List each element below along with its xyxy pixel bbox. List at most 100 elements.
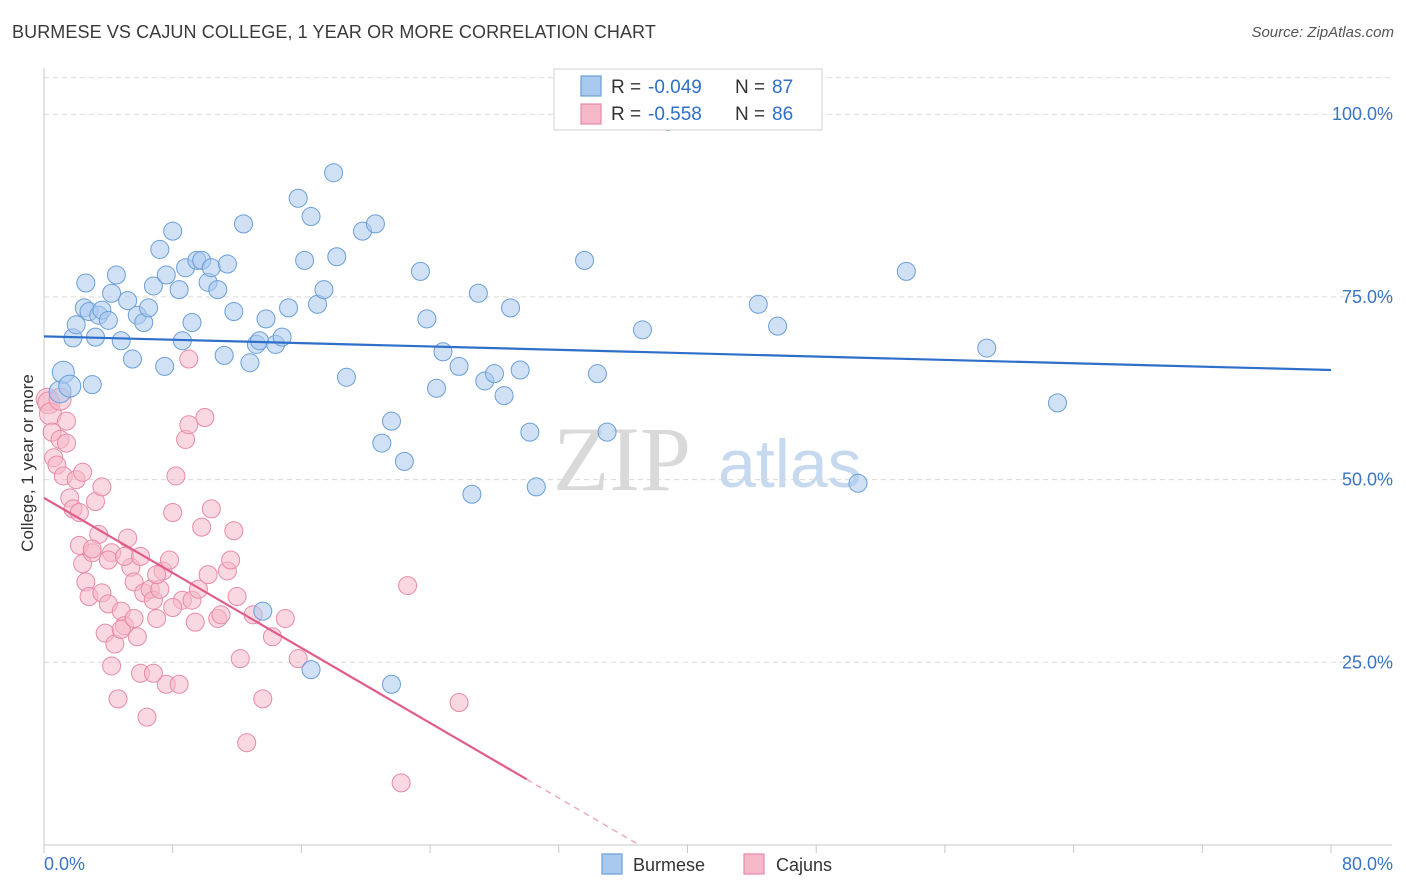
burmese-point: [301, 207, 321, 227]
burmese-point: [327, 247, 347, 267]
cajuns-point: [163, 598, 183, 618]
burmese-point: [233, 214, 253, 234]
burmese-point: [748, 294, 768, 314]
burmese-point: [494, 386, 514, 406]
burmese-point: [122, 349, 142, 369]
cajuns-point: [398, 576, 418, 596]
cajuns-point: [111, 619, 131, 639]
cajuns-point: [163, 503, 183, 523]
cajuns-points: [35, 349, 469, 793]
trend-lines: [43, 335, 1332, 846]
x-tick-label-min: 0.0%: [44, 854, 85, 874]
burmese-point: [896, 261, 916, 281]
burmese-point: [139, 298, 159, 318]
cajuns-point: [211, 605, 231, 625]
burmese-point: [768, 316, 788, 336]
burmese-point: [182, 313, 202, 333]
burmese-point: [98, 310, 118, 330]
burmese-point: [102, 283, 122, 303]
stats-legend: R = -0.049 N = 87 R = -0.558 N = 86: [553, 68, 823, 131]
cajuns-point: [288, 649, 308, 669]
cajuns-point: [449, 693, 469, 713]
burmese-point: [575, 250, 595, 270]
burmese-points: [48, 104, 1068, 694]
burmese-point: [143, 276, 163, 296]
axes: [43, 68, 1392, 853]
burmese-point: [82, 375, 102, 395]
burmese-r-value: -0.049: [648, 77, 702, 98]
burmese-point: [76, 273, 96, 293]
burmese-swatch: [580, 75, 602, 97]
burmese-point: [253, 601, 273, 621]
burmese-point: [201, 258, 221, 278]
burmese-point: [118, 291, 138, 311]
cajuns-swatch: [580, 103, 602, 125]
burmese-point: [224, 302, 244, 322]
cajuns-point: [166, 466, 186, 486]
burmese-point: [433, 342, 453, 362]
cajuns-trend-line: [43, 496, 528, 781]
burmese-point: [372, 433, 392, 453]
cajuns-point: [118, 528, 138, 548]
burmese-point: [417, 309, 437, 329]
series-legend: Burmese Cajuns: [601, 853, 832, 875]
burmese-point: [106, 265, 126, 285]
burmese-point: [111, 331, 131, 351]
watermark-atlas: atlas: [718, 426, 862, 502]
cajuns-point: [98, 550, 118, 570]
burmese-r-label: R =: [611, 77, 641, 98]
burmese-point: [295, 250, 315, 270]
cajuns-n-value: 86: [772, 104, 793, 125]
cajuns-point: [57, 433, 77, 453]
burmese-point: [314, 280, 334, 300]
cajuns-point: [114, 546, 134, 566]
burmese-point: [324, 163, 344, 183]
y-tick-label: 25.0%: [1342, 652, 1393, 672]
cajuns-point: [237, 733, 257, 753]
cajuns-n-label: N =: [735, 104, 765, 125]
cajuns-point: [143, 663, 163, 683]
cajuns-point: [147, 565, 167, 585]
burmese-point: [410, 261, 430, 281]
cajuns-point: [230, 649, 250, 669]
burmese-point: [156, 265, 176, 285]
y-tick-label: 75.0%: [1342, 287, 1393, 307]
burmese-point: [381, 674, 401, 694]
cajuns-point: [92, 477, 112, 497]
cajuns-r-value: -0.558: [648, 104, 702, 125]
legend-cajuns-label: Cajuns: [776, 855, 832, 875]
burmese-trend-line: [43, 335, 1332, 372]
burmese-point: [155, 356, 175, 376]
burmese-point: [163, 221, 183, 241]
watermark: ZIP atlas: [553, 408, 862, 510]
cajuns-point: [102, 656, 122, 676]
burmese-n-label: N =: [735, 77, 765, 98]
burmese-point: [449, 356, 469, 376]
cajuns-point: [253, 689, 273, 709]
burmese-point: [587, 364, 607, 384]
source-label: Source: ZipAtlas.com: [1251, 24, 1394, 41]
burmese-point: [336, 367, 356, 387]
burmese-point: [520, 422, 540, 442]
burmese-point: [632, 320, 652, 340]
legend-burmese-swatch: [601, 853, 623, 875]
cajuns-point: [159, 550, 179, 570]
cajuns-point: [127, 627, 147, 647]
burmese-point: [468, 283, 488, 303]
cajuns-point: [224, 521, 244, 541]
burmese-point: [58, 374, 82, 398]
burmese-point: [217, 254, 237, 274]
cajuns-point: [192, 517, 212, 537]
burmese-point: [848, 473, 868, 493]
cajuns-point: [147, 608, 167, 628]
cajuns-point: [137, 707, 157, 727]
cajuns-point: [195, 408, 215, 428]
cajuns-point: [108, 689, 128, 709]
burmese-point: [510, 360, 530, 380]
burmese-point: [365, 214, 385, 234]
y-tick-label: 50.0%: [1342, 470, 1393, 490]
cajuns-point: [179, 415, 199, 435]
burmese-point: [208, 280, 228, 300]
burmese-point: [169, 280, 189, 300]
